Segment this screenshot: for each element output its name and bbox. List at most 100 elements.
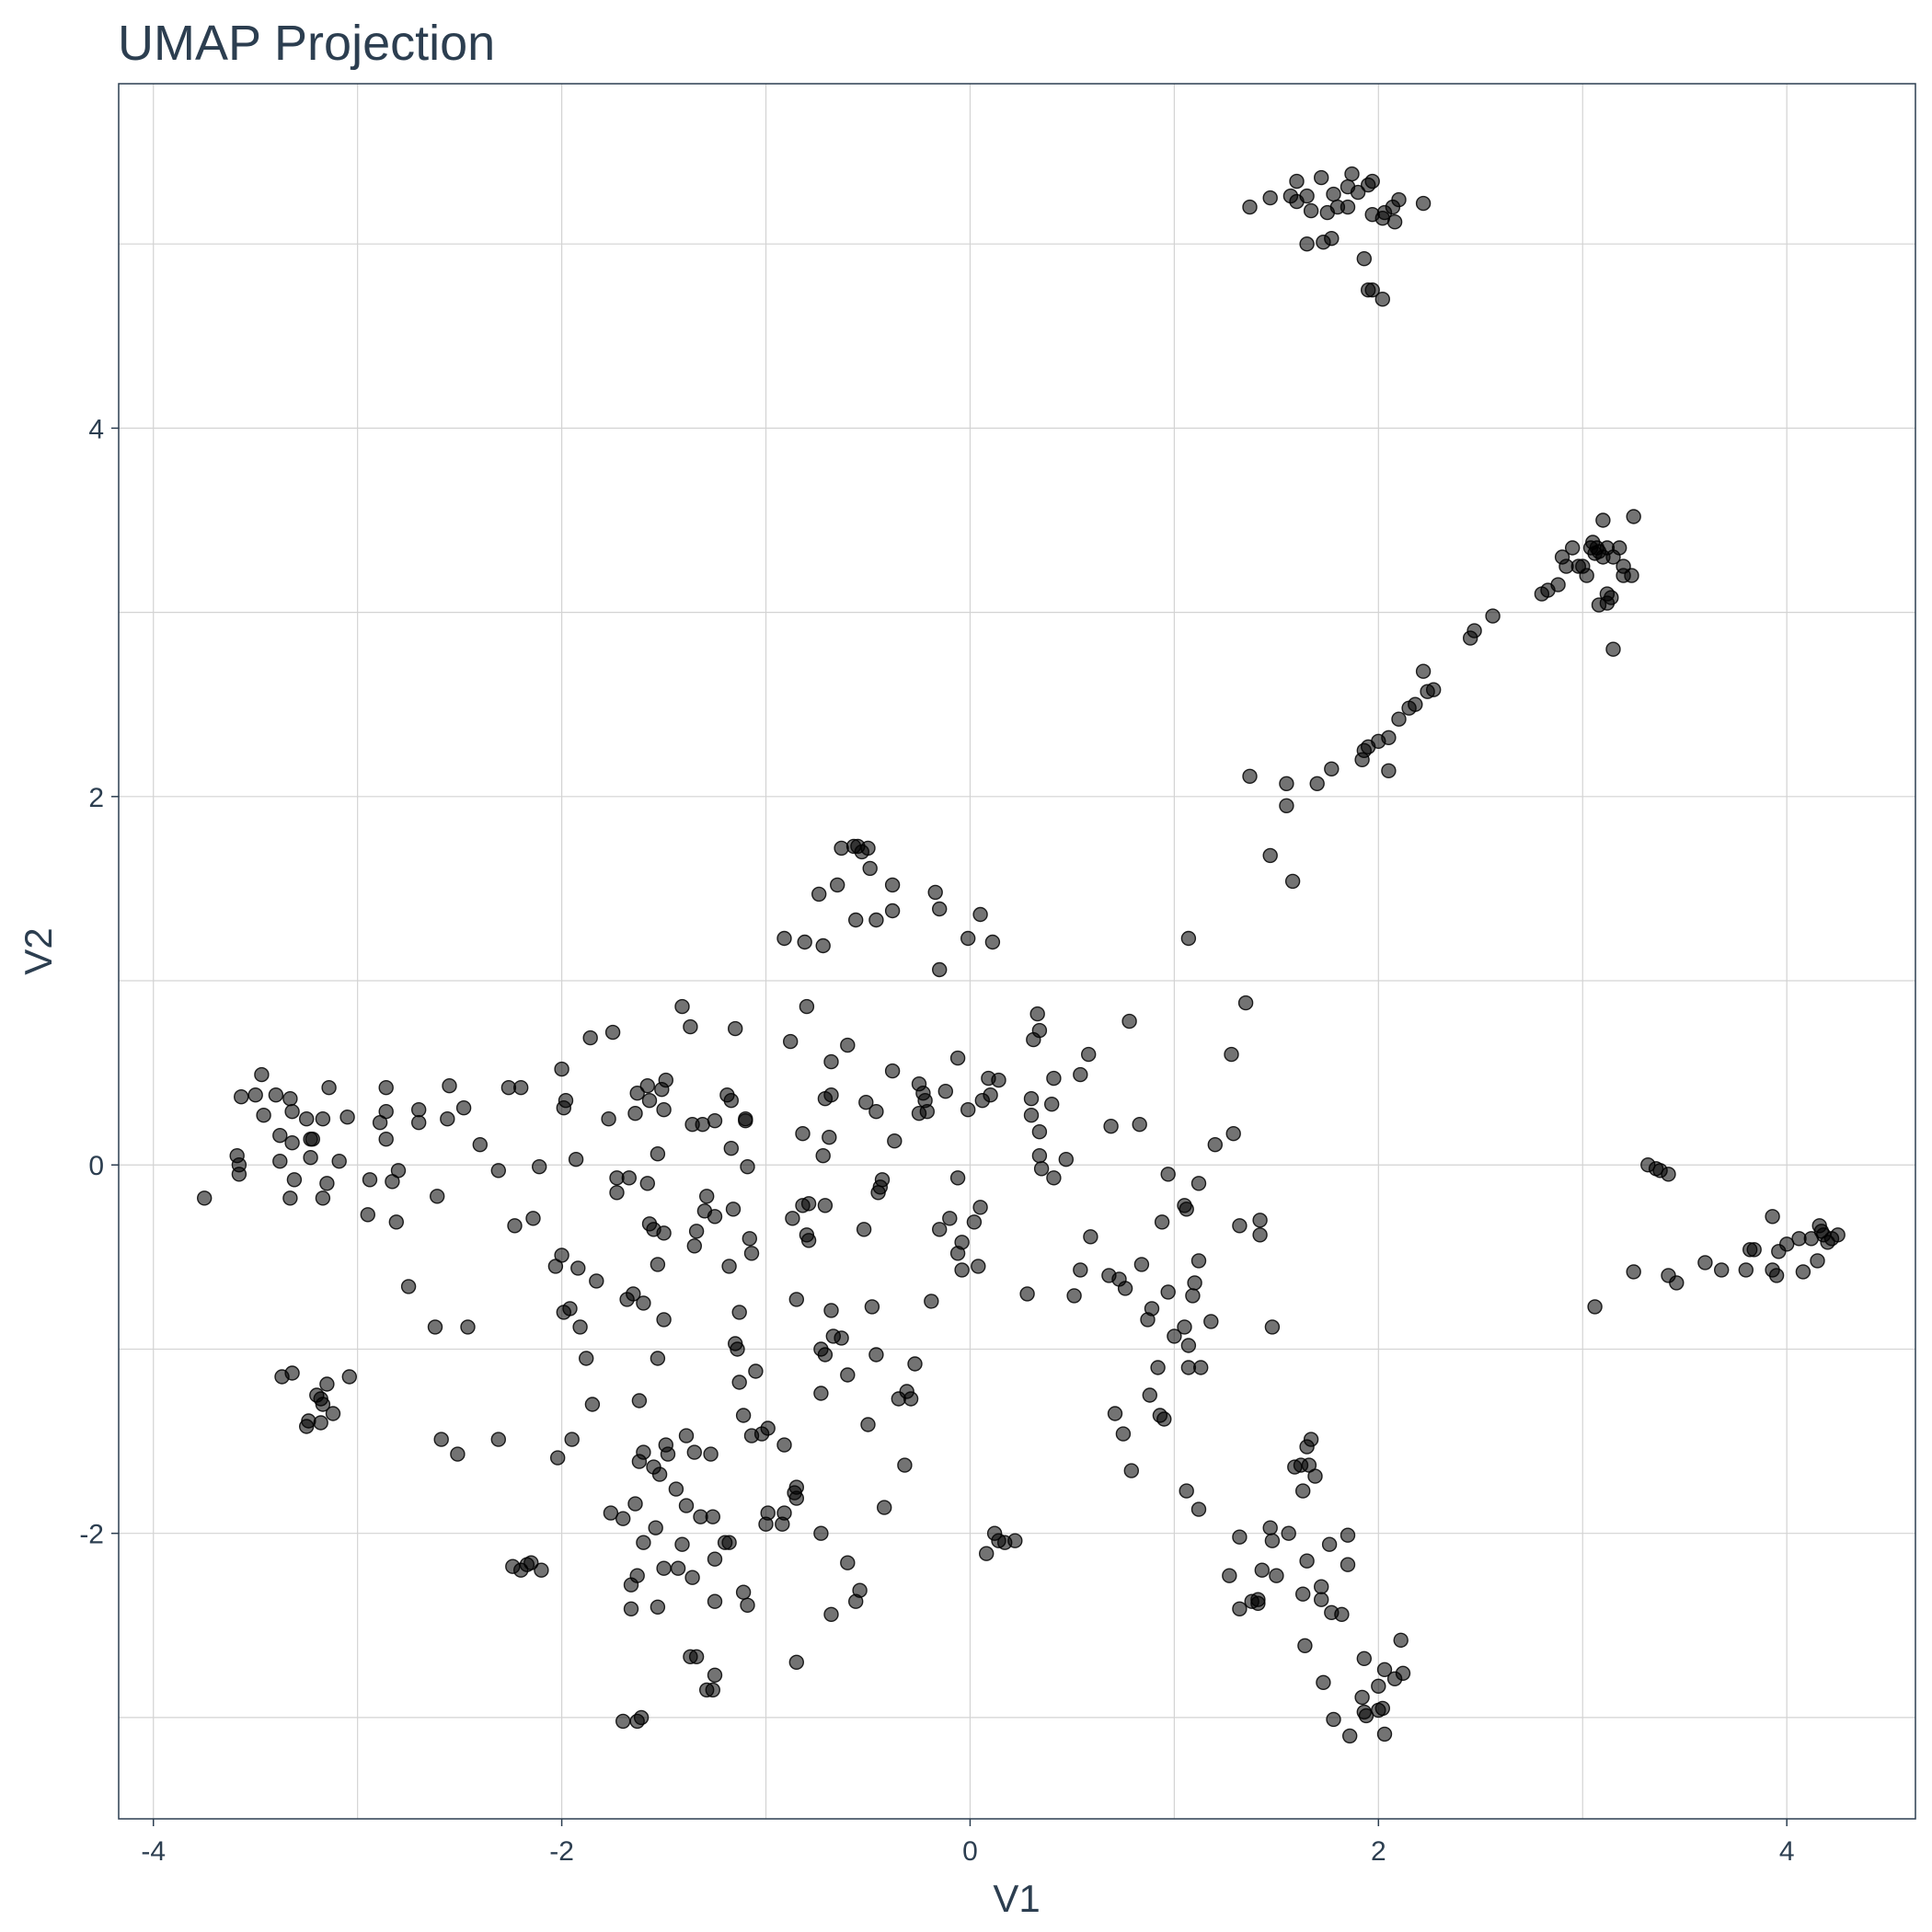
scatter-point bbox=[1340, 1527, 1356, 1543]
scatter-point bbox=[284, 1134, 300, 1151]
scatter-point bbox=[282, 1190, 298, 1206]
scatter-point bbox=[1626, 509, 1641, 524]
scatter-point bbox=[743, 1246, 760, 1261]
scatter-point bbox=[1031, 1147, 1048, 1164]
scatter-point bbox=[1190, 1253, 1207, 1269]
scatter-point bbox=[1381, 730, 1397, 745]
scatter-point bbox=[1058, 1151, 1075, 1167]
scatter-point bbox=[650, 1257, 666, 1272]
scatter-point bbox=[800, 1233, 817, 1248]
scatter-point bbox=[686, 1444, 702, 1460]
scatter-point bbox=[1180, 1338, 1197, 1353]
scatter-point bbox=[1669, 1275, 1685, 1291]
scatter-point bbox=[1376, 1726, 1393, 1742]
scatter-point bbox=[830, 877, 845, 893]
scatter-point bbox=[823, 1606, 839, 1623]
scatter-point bbox=[1269, 1568, 1284, 1583]
scatter-point bbox=[1341, 1728, 1358, 1744]
scatter-point bbox=[1180, 930, 1197, 947]
scatter-point bbox=[703, 1446, 719, 1462]
y-tick-label: 4 bbox=[88, 414, 104, 444]
scatter-point bbox=[813, 1386, 829, 1401]
scatter-point bbox=[1279, 798, 1294, 813]
scatter-point bbox=[1264, 1533, 1281, 1548]
scatter-point bbox=[1103, 1118, 1119, 1134]
scatter-point bbox=[776, 930, 792, 947]
scatter-point bbox=[1661, 1167, 1676, 1182]
scatter-point bbox=[268, 1087, 284, 1103]
scatter-point bbox=[1242, 768, 1258, 784]
scatter-point bbox=[924, 1294, 939, 1309]
scatter-point bbox=[788, 1654, 804, 1671]
scatter-point bbox=[1391, 711, 1407, 727]
scatter-point bbox=[721, 1259, 737, 1274]
scatter-point bbox=[823, 1303, 839, 1318]
y-axis-ticks: -2 0 2 4 bbox=[79, 414, 119, 1550]
scatter-point bbox=[286, 1172, 303, 1188]
scatter-point bbox=[840, 1555, 856, 1570]
scatter-point bbox=[589, 1273, 604, 1289]
scatter-point bbox=[1324, 761, 1340, 776]
scatter-point bbox=[1795, 1264, 1811, 1280]
scatter-point bbox=[656, 1560, 672, 1576]
scatter-point bbox=[823, 1053, 839, 1070]
scatter-point bbox=[1150, 1360, 1166, 1375]
scatter-point bbox=[442, 1077, 457, 1094]
y-tick-label: 2 bbox=[88, 783, 104, 813]
scatter-point bbox=[1254, 1562, 1271, 1578]
scatter-point bbox=[949, 1246, 966, 1261]
scatter-point bbox=[390, 1163, 407, 1179]
scatter-point bbox=[639, 1077, 655, 1094]
scatter-point bbox=[1252, 1213, 1268, 1228]
scatter-point bbox=[629, 1085, 645, 1101]
scatter-point bbox=[1408, 696, 1423, 712]
scatter-point bbox=[570, 1260, 586, 1276]
scatter-point bbox=[550, 1450, 566, 1466]
scatter-point bbox=[1344, 166, 1360, 182]
scatter-point bbox=[1080, 1046, 1097, 1063]
scatter-point bbox=[615, 1511, 631, 1526]
scatter-point bbox=[1299, 1553, 1315, 1569]
scatter-point bbox=[932, 1222, 948, 1237]
scatter-point bbox=[651, 1466, 668, 1482]
scatter-point bbox=[1309, 776, 1325, 791]
x-tick-label: -2 bbox=[549, 1836, 574, 1867]
scatter-point bbox=[378, 1131, 394, 1147]
scatter-point bbox=[523, 1555, 539, 1570]
scatter-point bbox=[1371, 1678, 1386, 1695]
scatter-point bbox=[1123, 1463, 1140, 1478]
x-tick-label: 2 bbox=[1371, 1836, 1386, 1867]
scatter-point bbox=[942, 1211, 958, 1226]
scatter-point bbox=[1321, 1536, 1338, 1552]
scatter-point bbox=[797, 934, 812, 950]
scatter-point bbox=[1132, 1116, 1147, 1133]
scatter-point bbox=[623, 1601, 639, 1617]
scatter-point bbox=[631, 1393, 648, 1409]
scatter-point bbox=[507, 1218, 523, 1234]
scatter-point bbox=[678, 1498, 695, 1513]
scatter-point bbox=[639, 1176, 655, 1191]
scatter-point bbox=[472, 1136, 488, 1153]
data-points bbox=[196, 166, 1846, 1744]
scatter-point bbox=[1415, 195, 1432, 212]
scatter-point bbox=[1364, 173, 1380, 190]
scatter-point bbox=[1316, 1674, 1331, 1691]
scatter-point bbox=[707, 1593, 723, 1609]
scatter-point bbox=[1222, 1568, 1237, 1583]
scatter-point bbox=[1023, 1107, 1040, 1123]
x-tick-label: -4 bbox=[141, 1836, 166, 1867]
scatter-point bbox=[1746, 1242, 1762, 1258]
scatter-point bbox=[864, 1299, 880, 1315]
scatter-point bbox=[562, 1301, 578, 1317]
scatter-point bbox=[699, 1189, 715, 1204]
scatter-point bbox=[668, 1481, 684, 1497]
scatter-point bbox=[1160, 1167, 1176, 1182]
scatter-point bbox=[1579, 568, 1594, 583]
y-tick-label: 0 bbox=[88, 1151, 104, 1181]
scatter-point bbox=[1046, 1070, 1062, 1087]
scatter-point bbox=[325, 1406, 341, 1421]
scatter-point bbox=[858, 1094, 874, 1110]
scatter-point bbox=[1167, 1328, 1182, 1344]
scatter-point bbox=[760, 1505, 776, 1521]
chart-title: UMAP Projection bbox=[118, 16, 495, 71]
